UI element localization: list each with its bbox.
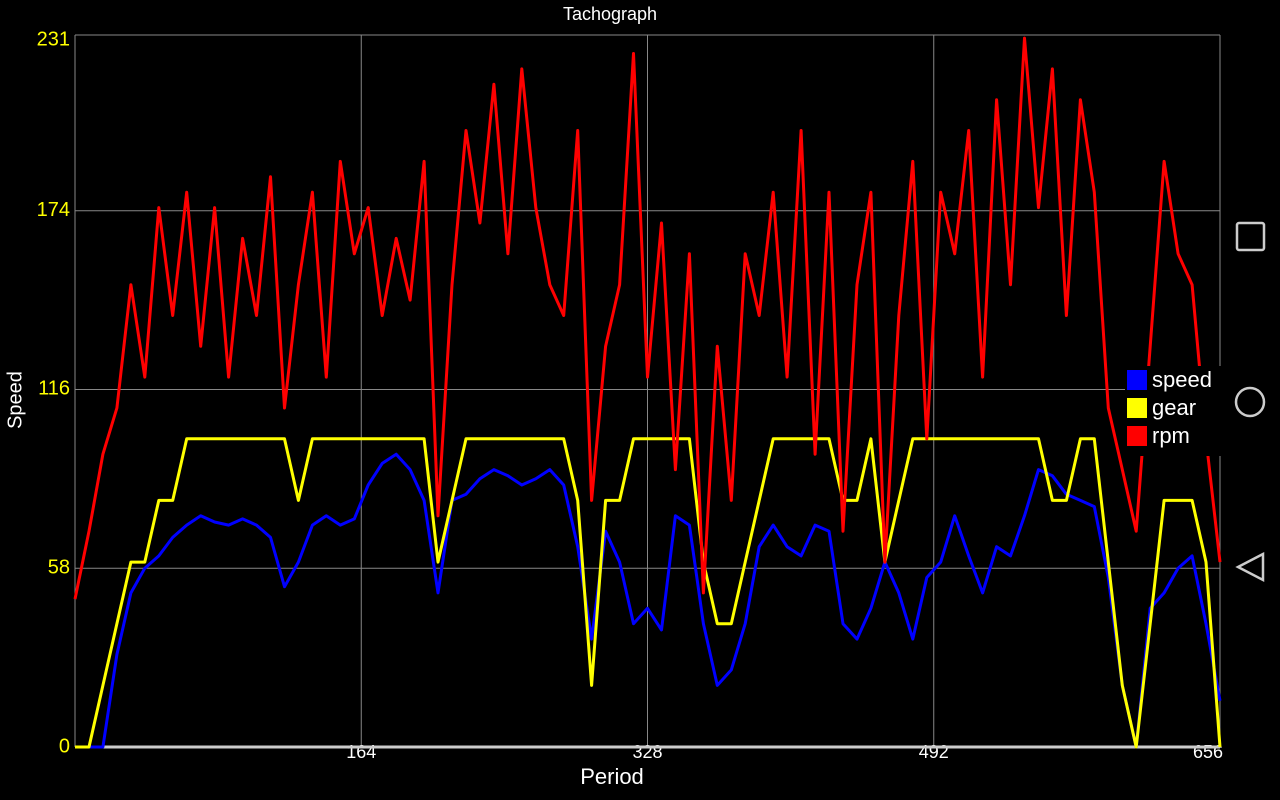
legend-swatch (1127, 426, 1147, 446)
legend-label: rpm (1152, 423, 1190, 448)
y-tick-label: 174 (37, 199, 70, 221)
back-button[interactable] (1235, 551, 1265, 583)
series-line (73, 36, 1222, 600)
recents-button[interactable] (1235, 221, 1266, 252)
y-tick-label: 0 (59, 735, 70, 757)
y-tick-label: 231 (37, 28, 70, 50)
home-button[interactable] (1234, 386, 1266, 418)
x-tick-label: 164 (346, 742, 376, 762)
y-tick-label: 58 (48, 557, 70, 579)
series-line (75, 452, 1222, 749)
chart-title: Tachograph (563, 4, 657, 24)
x-tick-label: 492 (919, 742, 949, 762)
legend-label: gear (1152, 395, 1196, 420)
y-axis-label: Speed (4, 371, 26, 429)
y-tick-label: 116 (38, 378, 70, 400)
series-line (75, 437, 1222, 749)
x-axis-label: Period (580, 764, 644, 789)
legend-swatch (1127, 370, 1147, 390)
legend-label: speed (1152, 367, 1212, 392)
legend-swatch (1127, 398, 1147, 418)
x-tick-label: 328 (632, 742, 662, 762)
nav-bar (1234, 221, 1266, 583)
